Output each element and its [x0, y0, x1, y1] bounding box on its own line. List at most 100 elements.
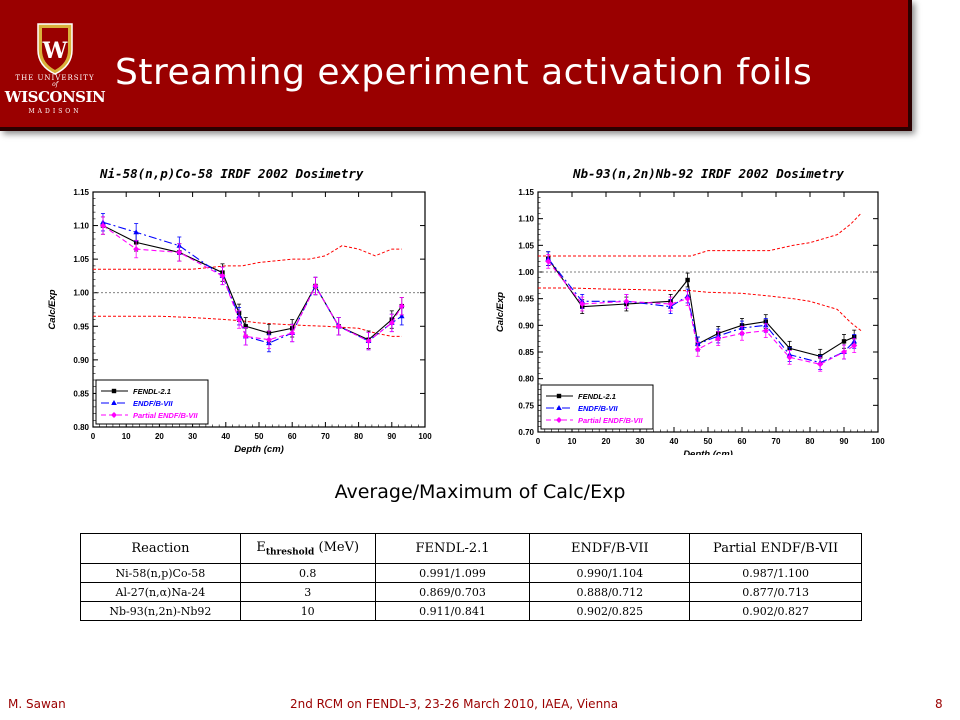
cell-partial: 0.877/0.713 — [689, 582, 862, 602]
chart-title: Ni-58(n,p)Co-58 IRDF 2002 Dosimetry — [99, 166, 364, 181]
data-point — [398, 303, 405, 310]
legend-marker — [111, 412, 117, 418]
x-tick-label: 20 — [602, 437, 611, 446]
cell-partial: 0.987/1.100 — [689, 563, 862, 583]
data-point — [335, 323, 342, 330]
cell-fendl: 0.911/0.841 — [374, 601, 531, 621]
data-point — [667, 301, 674, 307]
data-point — [219, 272, 226, 279]
data-point — [841, 349, 847, 355]
results-table: Reaction Ethreshold (MeV) FENDL-2.1 ENDF… — [80, 533, 862, 621]
header-endf: ENDF/B-VII — [529, 533, 691, 564]
logo-line-1: THE UNIVERSITY — [15, 74, 95, 82]
legend-label: FENDL-2.1 — [578, 392, 616, 401]
x-tick-label: 100 — [871, 437, 885, 446]
y-tick-label: 1.15 — [518, 188, 534, 197]
cell-reaction: Al-27(n,α)Na-24 — [80, 582, 241, 602]
series-line — [547, 258, 855, 357]
table-row: Ni-58(n,p)Co-58 0.8 0.991/1.099 0.990/1.… — [80, 563, 862, 583]
x-tick-label: 40 — [221, 432, 230, 441]
chart-legend: FENDL-2.1 ENDF/B-VII Partial ENDF/B-VII — [95, 379, 209, 425]
y-tick-label: 0.70 — [518, 428, 534, 437]
data-point — [312, 283, 319, 289]
chart-title: Nb-93(n,2n)Nb-92 IRDF 2002 Dosimetry — [572, 166, 844, 181]
y-tick-label: 0.80 — [73, 423, 89, 432]
x-tick-label: 50 — [255, 432, 264, 441]
cell-threshold: 0.8 — [239, 563, 376, 583]
y-tick-label: 0.80 — [518, 375, 534, 384]
y-tick-label: 1.15 — [73, 188, 89, 197]
data-point — [99, 222, 106, 229]
series-line — [102, 225, 403, 341]
legend-marker — [556, 417, 562, 423]
x-tick-label: 0 — [536, 437, 541, 446]
uncertainty-bound-line — [93, 315, 402, 337]
cell-fendl: 0.991/1.099 — [374, 563, 531, 583]
cell-fendl: 0.869/0.703 — [374, 582, 531, 602]
data-point — [623, 298, 630, 305]
legend-label: ENDF/B-VII — [578, 404, 619, 413]
x-tick-label: 0 — [91, 432, 96, 441]
y-tick-label: 1.00 — [73, 289, 89, 298]
y-tick-label: 0.95 — [518, 295, 534, 304]
series-group — [100, 213, 405, 353]
data-point — [133, 246, 140, 253]
legend-marker — [111, 388, 117, 394]
data-point — [694, 346, 701, 353]
data-point — [545, 258, 552, 265]
x-tick-label: 100 — [418, 432, 432, 441]
cell-threshold: 10 — [239, 601, 376, 621]
header-partial: Partial ENDF/B-VII — [689, 533, 862, 564]
legend-marker — [556, 393, 562, 399]
data-point — [242, 333, 249, 340]
cell-endf: 0.990/1.104 — [529, 563, 691, 583]
legend-label: FENDL-2.1 — [133, 387, 171, 396]
data-point — [579, 301, 586, 307]
data-point — [851, 342, 858, 349]
x-tick-label: 60 — [738, 437, 747, 446]
x-tick-label: 30 — [188, 432, 197, 441]
x-tick-label: 70 — [321, 432, 330, 441]
data-point — [236, 316, 243, 323]
x-axis-label: Depth (cm) — [234, 444, 284, 455]
y-tick-label: 1.05 — [73, 255, 89, 264]
data-point — [398, 313, 405, 319]
y-axis-label: Calc/Exp — [495, 292, 506, 332]
series-line — [102, 225, 403, 342]
uncertainty-bound-line — [93, 245, 402, 270]
uncertainty-bound-line — [538, 287, 862, 332]
data-point — [715, 335, 722, 342]
x-tick-label: 60 — [288, 432, 297, 441]
cell-partial: 0.902/0.827 — [689, 601, 862, 621]
data-point — [388, 319, 395, 326]
x-tick-label: 20 — [155, 432, 164, 441]
crest-icon: W — [37, 23, 73, 75]
y-tick-label: 0.75 — [518, 401, 534, 410]
table-row: Nb-93(n,2n)-Nb92 10 0.911/0.841 0.902/0.… — [80, 601, 862, 621]
series-group — [545, 254, 858, 372]
chart-nb93-plot: Nb-93(n,2n)Nb-92 IRDF 2002 Dosimetry 0.70… — [495, 166, 885, 455]
cell-reaction: Ni-58(n,p)Co-58 — [80, 563, 241, 583]
chart-nb93: Nb-93(n,2n)Nb-92 IRDF 2002 Dosimetry 0.70… — [493, 155, 893, 455]
title-banner: W THE UNIVERSITY of WISCONSIN MADISON St… — [0, 0, 912, 131]
data-point — [841, 339, 847, 344]
x-tick-label: 40 — [670, 437, 679, 446]
chart-legend: FENDL-2.1 ENDF/B-VII Partial ENDF/B-VII — [540, 384, 654, 430]
x-tick-label: 70 — [772, 437, 781, 446]
chart-ni58: Ni-58(n,p)Co-58 IRDF 2002 Dosimetry 0.80 0… — [45, 155, 440, 455]
footer-meeting: 2nd RCM on FENDL-3, 23-26 March 2010, IA… — [290, 697, 619, 711]
series-line — [547, 260, 855, 365]
y-tick-label: 0.90 — [73, 356, 89, 365]
y-tick-label: 0.90 — [518, 321, 534, 330]
x-tick-label: 10 — [568, 437, 577, 446]
y-tick-label: 0.95 — [73, 322, 89, 331]
data-point — [365, 338, 372, 345]
data-point — [817, 361, 824, 368]
y-tick-label: 1.10 — [73, 222, 89, 231]
data-point — [786, 354, 793, 361]
footer-page-number: 8 — [935, 697, 943, 711]
x-tick-label: 80 — [354, 432, 363, 441]
data-point — [243, 324, 248, 329]
footer-author: M. Sawan — [8, 697, 66, 711]
y-axis-label: Calc/Exp — [47, 289, 58, 329]
